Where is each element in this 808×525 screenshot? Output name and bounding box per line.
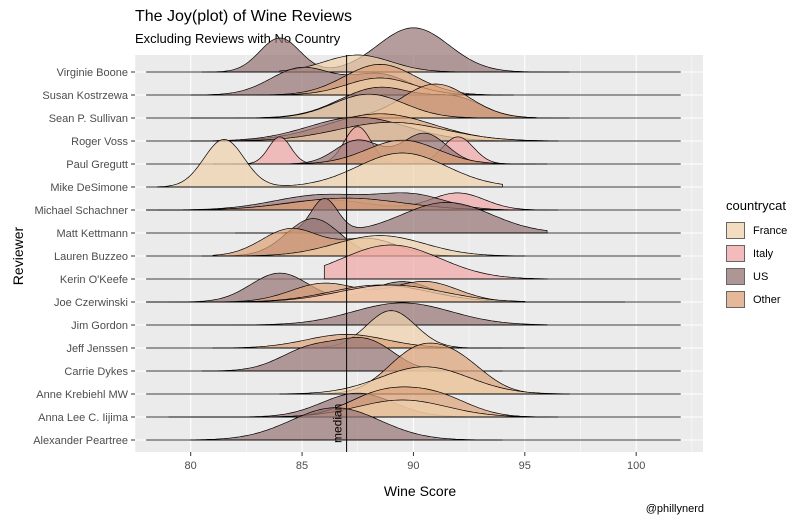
x-tick-label: 80 <box>185 460 197 472</box>
ridge-density-france <box>279 366 570 395</box>
y-tick-label: Alexander Peartree <box>33 435 128 447</box>
x-tick-label: 100 <box>627 460 645 472</box>
ridge-row <box>146 244 681 280</box>
legend-label-france: France <box>753 224 788 237</box>
y-tick-label: Michael Schachner <box>34 205 128 217</box>
legend-label-us: US <box>753 270 769 283</box>
median-label: median <box>331 404 345 443</box>
y-tick-label: Kerin O'Keefe <box>60 274 128 286</box>
legend-key-france <box>726 222 745 239</box>
legend-label-other: Other <box>753 293 781 306</box>
median-line: median <box>331 55 348 452</box>
legend: countrycat France Italy US Other <box>726 198 787 311</box>
y-tick-label: Roger Voss <box>71 136 128 148</box>
ridge-density-france <box>279 54 459 73</box>
y-tick-label: Sean P. Sullivan <box>49 113 128 125</box>
y-tick-label: Jeff Jenssen <box>66 343 128 355</box>
ridge-row <box>146 27 681 73</box>
y-tick-label: Virginie Boone <box>57 67 128 79</box>
y-tick-label: Susan Kostrzewa <box>42 90 128 102</box>
legend-item-other: Other <box>726 288 787 311</box>
legend-key-other <box>726 291 745 308</box>
x-tick-label: 85 <box>296 460 308 472</box>
y-tick-label: Mike DeSimone <box>50 182 128 194</box>
y-tick-label: Matt Kettmann <box>56 228 128 240</box>
legend-title: countrycat <box>726 198 786 213</box>
y-tick-label: Carrie Dykes <box>64 366 128 378</box>
y-tick-label: Jim Gordon <box>71 320 128 332</box>
x-axis-ticks: 80 85 90 95 100 <box>185 452 645 472</box>
caption: @phillynerd <box>645 503 704 515</box>
ridge-row <box>146 342 681 395</box>
legend-item-france: France <box>726 219 787 242</box>
ridges <box>146 27 681 441</box>
ridge-density-italy <box>323 244 548 280</box>
ridge-density-us <box>201 27 570 73</box>
ridge-density-france <box>156 139 503 188</box>
ridge-row <box>146 64 681 96</box>
y-tick-label: Anna Lee C. Iijima <box>38 412 129 424</box>
legend-key-italy <box>726 245 745 262</box>
x-axis-title: Wine Score <box>383 483 457 499</box>
legend-item-us: US <box>726 265 787 288</box>
chart-title: The Joy(plot) of Wine Reviews <box>135 8 352 25</box>
y-tick-label: Joe Czerwinski <box>54 297 128 309</box>
ridge-row <box>146 83 681 119</box>
y-tick-label: Paul Gregutt <box>66 159 128 171</box>
ridge-density-france <box>234 121 559 142</box>
x-tick-label: 95 <box>519 460 531 472</box>
ridge-row <box>146 139 681 188</box>
ridge-density-france <box>235 399 548 418</box>
x-tick-label: 90 <box>407 460 419 472</box>
y-tick-label: Lauren Buzzeo <box>54 251 128 263</box>
legend-key-us <box>726 268 745 285</box>
legend-item-italy: Italy <box>726 242 787 265</box>
y-axis-ticks: Virginie Boone Susan Kostrzewa Sean P. Sul… <box>33 67 135 447</box>
ridge-density-other <box>257 139 526 165</box>
y-axis-title: Reviewer <box>10 226 26 286</box>
legend-label-italy: Italy <box>753 247 774 260</box>
y-tick-label: Anne Krebiehl MW <box>36 389 128 401</box>
